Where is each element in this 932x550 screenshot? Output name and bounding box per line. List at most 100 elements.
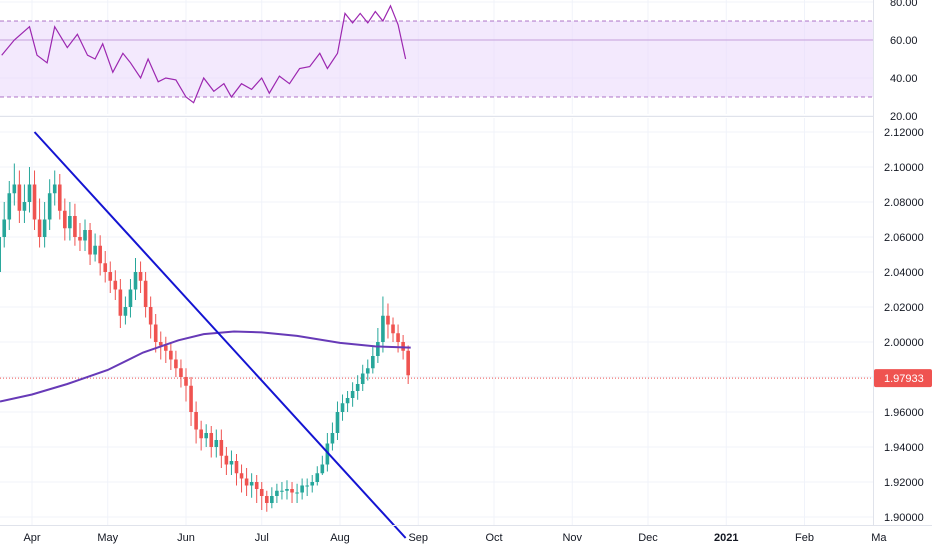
- price-pane[interactable]: [0, 118, 873, 539]
- candle-body: [88, 230, 92, 255]
- last-price-label: 1.97933: [884, 373, 924, 385]
- candle-body: [2, 219, 7, 237]
- candle-body: [259, 489, 264, 496]
- candle-body: [275, 490, 279, 496]
- candle-body: [179, 368, 183, 377]
- candle-body: [73, 216, 77, 237]
- time-scale[interactable]: Apr May Jun Jul Aug Sep Oct Nov Dec 2021 Feb Ma: [23, 532, 887, 544]
- candle-body: [148, 307, 153, 325]
- candle-body: [214, 440, 219, 447]
- moving-average-line[interactable]: [0, 330, 411, 403]
- candle-body: [32, 184, 37, 220]
- candle-body: [391, 324, 395, 334]
- price-tick-label: 2.02000: [884, 302, 924, 314]
- candle-body: [330, 433, 335, 444]
- candle-body: [371, 356, 375, 369]
- price-tick-label: 2.12000: [884, 127, 924, 139]
- time-tick-label: May: [97, 532, 118, 544]
- candle-body: [295, 492, 299, 494]
- candle-body: [386, 315, 390, 325]
- candle-body: [78, 237, 82, 241]
- candle-body: [194, 412, 198, 430]
- candle-body: [290, 489, 294, 493]
- rsi-tick-label: 80.00: [890, 0, 918, 9]
- candle-body: [376, 342, 380, 356]
- candle-body: [396, 333, 400, 342]
- last-price-tag-background: [874, 369, 932, 388]
- price-tick-label: 1.94000: [884, 442, 924, 454]
- trendline[interactable]: [33, 131, 407, 539]
- time-tick-label: Jun: [177, 532, 195, 544]
- candle-body: [174, 359, 178, 369]
- candle-body: [209, 433, 214, 447]
- candle-body: [22, 202, 27, 211]
- candle-body: [280, 490, 284, 492]
- candle-body: [169, 350, 173, 360]
- candle-body: [113, 280, 118, 290]
- rsi-line[interactable]: [1, 4, 407, 104]
- candle-body: [47, 193, 52, 220]
- candle-body: [285, 489, 289, 491]
- candle-body: [239, 473, 244, 479]
- candle-body: [103, 263, 108, 272]
- candle-body: [138, 272, 143, 281]
- candle-body: [219, 440, 224, 456]
- candle-body: [17, 184, 22, 211]
- price-tick-label: 1.96000: [884, 407, 924, 419]
- candle-body: [360, 373, 365, 384]
- candle-body: [199, 429, 203, 439]
- candle-body: [355, 384, 360, 391]
- candle-body: [123, 307, 128, 316]
- candle-body: [320, 464, 325, 474]
- candle-body: [7, 193, 12, 220]
- candle-body: [335, 412, 340, 433]
- candle-body: [264, 496, 269, 503]
- candle-body: [37, 219, 42, 237]
- candle-body: [83, 230, 87, 241]
- candle-body: [63, 210, 67, 229]
- candle-body: [189, 385, 193, 412]
- rsi-tick-label: 60.00: [890, 35, 918, 47]
- price-tick-label: 1.92000: [884, 477, 924, 489]
- time-tick-label: Jul: [255, 532, 269, 544]
- price-tick-label: 1.90000: [884, 512, 924, 524]
- candle-body: [153, 324, 158, 342]
- time-tick-label: Aug: [330, 532, 350, 544]
- candle-body: [108, 272, 113, 281]
- candle-body: [365, 368, 370, 374]
- rsi-price-scale[interactable]: 80.00 60.00 40.00 20.00: [890, 0, 918, 123]
- price-tick-label: 2.08000: [884, 197, 924, 209]
- price-tick-label: 2.04000: [884, 267, 924, 279]
- candle-body: [164, 345, 168, 351]
- candle-body: [406, 350, 410, 376]
- time-tick-label: Oct: [485, 532, 502, 544]
- time-tick-label: Apr: [23, 532, 40, 544]
- candle-body: [143, 280, 148, 307]
- last-price-tag: 1.97933: [874, 369, 932, 388]
- candle-body: [118, 289, 123, 316]
- candle-body: [270, 496, 274, 503]
- candle-body: [158, 342, 163, 346]
- candle-body: [12, 184, 17, 194]
- candle-body: [254, 482, 259, 489]
- time-tick-label: Sep: [408, 532, 428, 544]
- candle-body: [52, 184, 57, 194]
- time-tick-label: 2021: [714, 532, 738, 544]
- candle-body: [128, 289, 133, 307]
- candle-body: [57, 184, 62, 211]
- candle-body: [42, 219, 47, 237]
- rsi-tick-label: 40.00: [890, 73, 918, 85]
- time-tick-label: Feb: [795, 532, 814, 544]
- candle-body: [224, 455, 229, 465]
- candle-body: [98, 245, 102, 264]
- price-tick-label: 2.00000: [884, 337, 924, 349]
- candle-body: [345, 398, 350, 404]
- candle-body: [249, 482, 254, 486]
- candle-body: [234, 461, 239, 474]
- candles: [0, 163, 410, 512]
- candle-body: [229, 461, 234, 465]
- candle-body: [68, 216, 72, 229]
- candle-body: [381, 315, 385, 342]
- candle-body: [300, 485, 304, 493]
